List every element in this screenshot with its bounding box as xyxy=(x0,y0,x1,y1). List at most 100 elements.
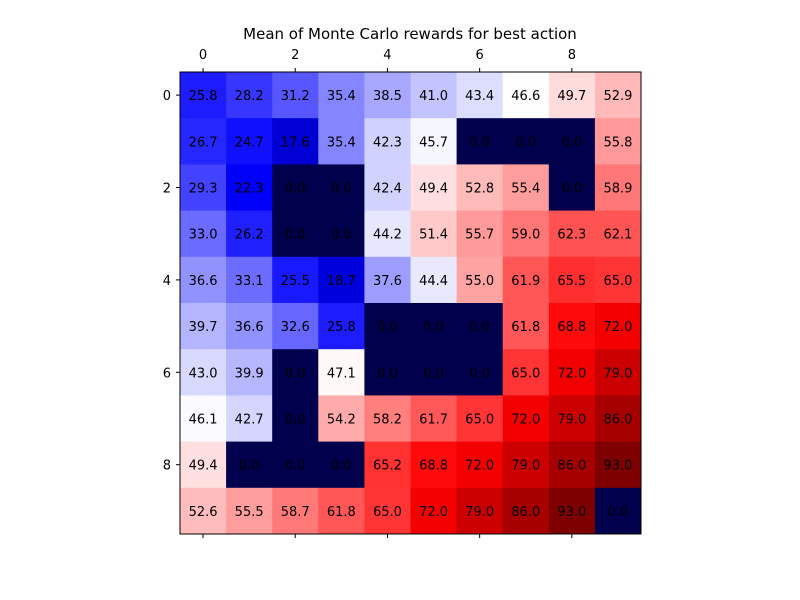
heatmap-cell-r4-c2 xyxy=(272,256,319,304)
cell-value-label-r2-c8: 0.0 xyxy=(562,182,583,197)
cell-value-label-r6-c0: 43.0 xyxy=(189,366,218,381)
heatmap-cell-r1-c2 xyxy=(272,118,319,165)
cell-value-label-r4-c3: 18.7 xyxy=(327,274,356,289)
cell-value-label-r1-c7: 0.0 xyxy=(515,135,536,150)
cell-value-label-r9-c2: 58.7 xyxy=(281,505,310,520)
heatmap-cell-r0-c8 xyxy=(548,72,596,119)
cell-value-label-r0-c8: 49.7 xyxy=(557,89,586,104)
heatmap-cell-r0-c6 xyxy=(456,72,504,119)
cell-value-label-r9-c8: 93.0 xyxy=(557,505,586,520)
cell-value-label-r5-c6: 0.0 xyxy=(469,320,490,335)
heatmap-cell-r4-c6 xyxy=(456,256,504,304)
cell-value-label-r2-c7: 55.4 xyxy=(511,182,540,197)
cell-value-label-r1-c3: 35.4 xyxy=(327,135,356,150)
heatmap-cell-r0-c1 xyxy=(226,72,273,119)
heatmap-cell-r7-c5 xyxy=(410,395,458,443)
x-tick-label-6: 6 xyxy=(476,48,484,63)
cell-value-label-r1-c2: 17.6 xyxy=(281,135,310,150)
cell-value-label-r0-c9: 52.9 xyxy=(603,89,632,104)
cell-value-label-r4-c9: 65.0 xyxy=(603,274,632,289)
cell-value-label-r4-c0: 36.6 xyxy=(189,274,218,289)
heatmap-cell-r1-c1 xyxy=(226,118,273,165)
heatmap-cell-r9-c8 xyxy=(548,487,596,535)
heatmap-cells xyxy=(180,72,642,535)
cell-value-label-r0-c2: 31.2 xyxy=(281,89,310,104)
heatmap-cell-r0-c4 xyxy=(364,72,411,119)
cell-value-label-r7-c7: 72.0 xyxy=(511,413,540,428)
heatmap-cell-r5-c3 xyxy=(318,303,365,350)
y-tick-label-4: 4 xyxy=(163,274,171,289)
heatmap-cell-r5-c5 xyxy=(410,303,458,350)
heatmap-cell-r2-c5 xyxy=(410,164,458,212)
heatmap-cell-r4-c1 xyxy=(226,256,273,304)
cell-value-label-r4-c6: 55.0 xyxy=(465,274,494,289)
heatmap-cell-r9-c4 xyxy=(364,487,411,535)
cell-value-label-r7-c6: 65.0 xyxy=(465,413,494,428)
heatmap-cell-r0-c9 xyxy=(594,72,642,119)
cell-value-label-r3-c5: 51.4 xyxy=(419,228,448,243)
heatmap-cell-r7-c0 xyxy=(180,395,227,443)
cell-value-label-r8-c4: 65.2 xyxy=(373,459,402,474)
cell-value-label-r8-c3: 0.0 xyxy=(331,459,352,474)
cell-value-label-r1-c4: 42.3 xyxy=(373,135,402,150)
y-tick-label-8: 8 xyxy=(163,459,171,474)
cell-value-label-r1-c9: 55.8 xyxy=(603,135,632,150)
plot-frame xyxy=(179,71,642,535)
heatmap-cell-r7-c9 xyxy=(594,395,642,443)
heatmap-cell-r2-c0 xyxy=(180,164,227,212)
heatmap-cell-r4-c9 xyxy=(594,256,642,304)
cell-value-label-r2-c2: 0.0 xyxy=(285,182,306,197)
cell-value-label-r0-c1: 28.2 xyxy=(235,89,264,104)
cell-value-label-r5-c9: 72.0 xyxy=(603,320,632,335)
cell-value-label-r1-c1: 24.7 xyxy=(235,135,264,150)
heatmap-cell-r0-c3 xyxy=(318,72,365,119)
heatmap-cell-r5-c0 xyxy=(180,303,227,350)
cell-value-label-r8-c8: 86.0 xyxy=(557,459,586,474)
cell-value-label-r3-c6: 55.7 xyxy=(465,228,494,243)
cell-value-label-r0-c7: 46.6 xyxy=(511,89,540,104)
heatmap-cell-r3-c7 xyxy=(502,210,550,258)
heatmap-cell-r1-c9 xyxy=(594,118,642,165)
cell-value-label-r8-c5: 68.8 xyxy=(419,459,448,474)
cell-value-label-r5-c2: 32.6 xyxy=(281,320,310,335)
heatmap-cell-r4-c0 xyxy=(180,256,227,304)
heatmap-cell-r8-c4 xyxy=(364,441,411,489)
heatmap-cell-r2-c6 xyxy=(456,164,504,212)
cell-value-label-r2-c4: 42.4 xyxy=(373,182,402,197)
chart-title: Mean of Monte Carlo rewards for best act… xyxy=(243,25,577,43)
cell-value-label-r9-c0: 52.6 xyxy=(189,505,218,520)
heatmap-cell-r3-c9 xyxy=(594,210,642,258)
heatmap-cell-r5-c8 xyxy=(548,303,596,350)
cell-value-label-r5-c8: 68.8 xyxy=(557,320,586,335)
x-tick-label-0: 0 xyxy=(199,48,207,63)
cell-value-label-r2-c0: 29.3 xyxy=(189,182,218,197)
cell-value-label-r3-c9: 62.1 xyxy=(603,228,632,243)
heatmap-cell-r8-c3 xyxy=(318,441,365,489)
cell-value-label-r7-c2: 0.0 xyxy=(285,413,306,428)
heatmap-cell-r1-c0 xyxy=(180,118,227,165)
cell-value-label-r6-c3: 47.1 xyxy=(327,366,356,381)
cell-value-label-r7-c4: 58.2 xyxy=(373,413,402,428)
heatmap-cell-r3-c2 xyxy=(272,210,319,258)
heatmap-cell-r1-c4 xyxy=(364,118,411,165)
heatmap-cell-r2-c3 xyxy=(318,164,365,212)
heatmap-cell-r7-c1 xyxy=(226,395,273,443)
heatmap-cell-r3-c1 xyxy=(226,210,273,258)
cell-value-label-r0-c3: 35.4 xyxy=(327,89,356,104)
cell-value-label-r9-c4: 65.0 xyxy=(373,505,402,520)
x-tick-label-2: 2 xyxy=(291,48,299,63)
cell-value-label-r1-c6: 0.0 xyxy=(469,135,490,150)
heatmap-cell-r9-c7 xyxy=(502,487,550,535)
cell-value-label-r1-c0: 26.7 xyxy=(189,135,218,150)
heatmap-cell-r6-c6 xyxy=(456,349,504,396)
cell-value-label-r9-c9: 0.0 xyxy=(608,505,629,520)
cell-value-label-r4-c4: 37.6 xyxy=(373,274,402,289)
heatmap-cell-r6-c0 xyxy=(180,349,227,396)
cell-value-label-r3-c3: 0.0 xyxy=(331,228,352,243)
cell-value-label-r6-c7: 65.0 xyxy=(511,366,540,381)
cell-value-label-r5-c3: 25.8 xyxy=(327,320,356,335)
cell-value-label-r6-c1: 39.9 xyxy=(235,366,264,381)
y-tick-label-0: 0 xyxy=(163,89,171,104)
heatmap-cell-r6-c2 xyxy=(272,349,319,396)
cell-value-label-r3-c7: 59.0 xyxy=(511,228,540,243)
